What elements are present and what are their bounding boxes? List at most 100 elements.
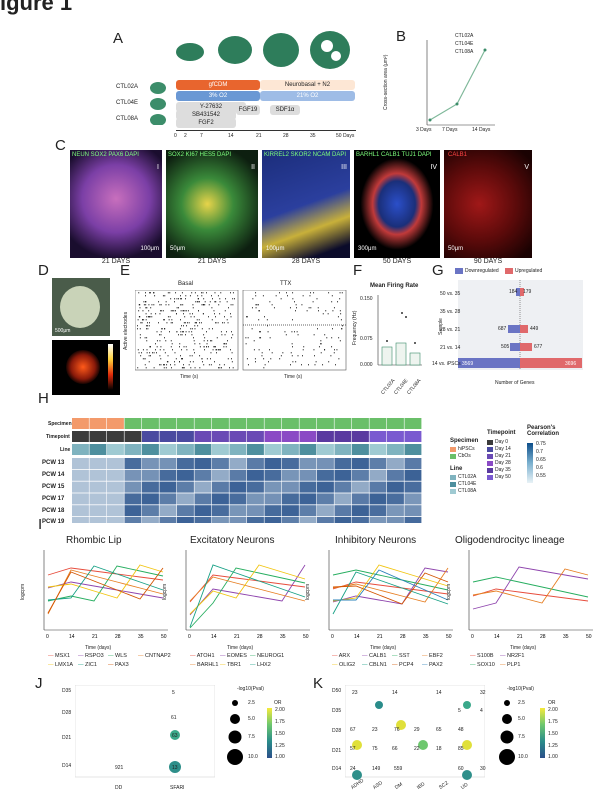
- spike-ttx: [289, 307, 291, 309]
- spike-basal: [194, 328, 196, 330]
- c3-markers: KIRREL2 SKOR2 NCAM DAPI: [264, 152, 347, 158]
- k-xtick: SCZ: [438, 780, 450, 791]
- spike-basal: [197, 298, 199, 300]
- h-legend-corr-title: Pearson's Correlation: [527, 425, 560, 437]
- c5-day: 90 DAYS: [473, 258, 503, 265]
- h-timepoint-cell: [212, 431, 229, 442]
- spike-ttx: [256, 304, 258, 306]
- h-corr-cell: [72, 458, 89, 469]
- k-or-175: 1.75: [548, 719, 558, 725]
- spike-basal: [164, 295, 166, 297]
- spike-basal: [144, 364, 146, 366]
- g-val-up-1: 179: [523, 289, 532, 295]
- f-title: Mean Firing Rate: [370, 283, 419, 289]
- i-xtick: 21: [517, 634, 523, 640]
- spike-basal: [145, 367, 147, 369]
- spike-ttx: [285, 334, 287, 336]
- h-timepoint-cell: [369, 431, 387, 442]
- i-ylabel-3: logcpm: [305, 583, 311, 600]
- k-ytick-d50: D50: [332, 688, 342, 694]
- k-or-100: 1.00: [548, 754, 558, 760]
- h-corr-cell: [177, 493, 194, 505]
- h-corr-cell: [212, 458, 229, 469]
- h-legend-ctl08a: CTL08A: [458, 488, 477, 494]
- h-corr-colorbar: [527, 443, 533, 483]
- spike-basal: [195, 322, 197, 324]
- spike-basal: [139, 307, 141, 309]
- spike-basal: [203, 340, 205, 342]
- h-swatch-ctl04e: [450, 482, 456, 487]
- image-c4: BARHL1 CALB1 TUJ1 DAPI IV 300μm: [354, 150, 440, 258]
- spike-ttx: [313, 349, 315, 351]
- i-xtick: 21: [377, 634, 383, 640]
- h-specimen-cell: [89, 418, 107, 429]
- spike-basal: [202, 292, 204, 294]
- i-plot-excitatory: 0 14 21 28 35 50: [185, 550, 310, 640]
- j-val-3: 63: [172, 733, 178, 739]
- spike-basal: [145, 301, 146, 303]
- h-swatch-hipsc: [450, 447, 456, 452]
- spike-ttx: [257, 304, 259, 306]
- i-gene-line: [189, 576, 306, 602]
- c3-day: 28 DAYS: [291, 258, 321, 265]
- tick-28: 28: [283, 133, 289, 139]
- h-corr-cell: [387, 469, 404, 481]
- i-xtick: 35: [423, 634, 429, 640]
- spike-basal: [147, 328, 149, 330]
- spike-basal: [206, 358, 208, 360]
- c2-roman: II: [251, 164, 255, 171]
- spike-ttx: [269, 337, 271, 339]
- line-ctl02a: CTL02A: [116, 84, 139, 90]
- g-legend-up-swatch: [505, 268, 513, 274]
- i-gene-line: [189, 564, 306, 615]
- g-legend-down: Downregulated: [465, 268, 499, 274]
- spike-basal: [201, 295, 203, 297]
- spike-basal: [210, 364, 212, 366]
- h-line-cell: [142, 444, 159, 455]
- spike-ttx: [327, 313, 329, 315]
- spike-ttx: [341, 328, 343, 330]
- spike-basal: [139, 304, 141, 306]
- h-corr-cell: [264, 469, 282, 481]
- spike-basal: [206, 343, 208, 345]
- c1-day: 21 DAYS: [101, 258, 131, 265]
- h-line-cell: [107, 444, 124, 455]
- j-size-legend: [227, 700, 243, 765]
- h-corr-cell: [142, 493, 159, 505]
- spike-basal: [170, 310, 172, 312]
- i-xtick: 50: [446, 634, 452, 640]
- h-corr-cell: [404, 517, 422, 523]
- spike-basal: [170, 340, 172, 342]
- spike-basal: [231, 358, 232, 360]
- h-corr-cell: [317, 517, 334, 523]
- spike-basal: [150, 292, 151, 294]
- h-line-cell: [159, 444, 177, 455]
- h-legend-timepoint-title: Timepoint: [487, 430, 516, 436]
- panel-j-label: J: [35, 675, 43, 692]
- i-legend-item: — WLS: [108, 653, 127, 659]
- h-corr-cell: [72, 505, 89, 517]
- h-corr-cell: [387, 517, 404, 523]
- f-ytick-0: 0.150: [360, 296, 373, 302]
- spike-basal: [163, 319, 165, 321]
- image-c2: SOX2 KI67 HES5 DAPI II 50μm: [166, 150, 258, 258]
- k-value: 23: [372, 727, 378, 733]
- h-specimen-cell: [159, 418, 177, 429]
- spike-ttx: [328, 292, 330, 294]
- h-line-cell: [124, 444, 142, 455]
- h-timepoint-cell: [282, 431, 299, 442]
- i-gene-line: [472, 568, 589, 604]
- tick-7: 7: [200, 133, 203, 139]
- spike-basal: [189, 313, 191, 315]
- c2-markers: SOX2 KI67 HES5 DAPI: [168, 152, 232, 158]
- g-row-5: 14 vs. iPSCs: [432, 361, 461, 367]
- spike-ttx: [258, 310, 260, 312]
- h-corr-cell: [212, 505, 229, 517]
- spike-basal: [189, 355, 191, 357]
- spike-basal: [198, 298, 199, 300]
- spike-basal: [223, 343, 225, 345]
- b-legend-3: CTL08A: [455, 49, 474, 55]
- j-or-100: 1.00: [275, 754, 285, 760]
- neurobasal-bar: Neurobasal + N2: [260, 80, 355, 90]
- spike-basal: [145, 313, 147, 315]
